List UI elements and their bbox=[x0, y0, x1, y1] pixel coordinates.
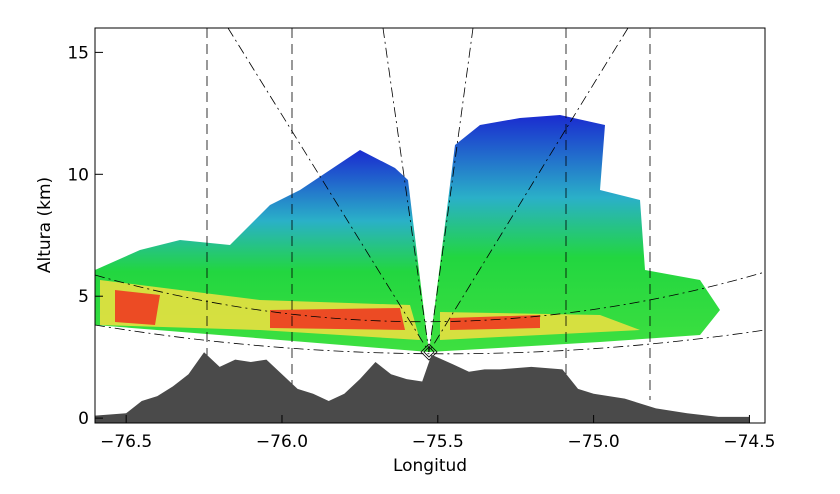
y-tick-label: 10 bbox=[67, 165, 89, 185]
x-axis-label: Longitud bbox=[393, 456, 467, 476]
terrain bbox=[95, 352, 750, 423]
x-tick-label: −76.5 bbox=[100, 432, 152, 452]
x-tick-label: −75.0 bbox=[568, 432, 620, 452]
x-tick-label: −74.5 bbox=[723, 432, 775, 452]
y-tick-label: 15 bbox=[67, 43, 89, 63]
x-tick-label: −75.5 bbox=[412, 432, 464, 452]
y-tick-label: 5 bbox=[78, 287, 89, 307]
scan-lines bbox=[94, 27, 766, 410]
plot-area bbox=[95, 352, 750, 423]
y-axis-label: Altura (km) bbox=[35, 177, 55, 273]
axes-frame bbox=[94, 27, 766, 424]
x-tick-label: −76.0 bbox=[256, 432, 308, 452]
radar-echo bbox=[95, 115, 720, 352]
y-tick-label: 0 bbox=[78, 409, 89, 429]
